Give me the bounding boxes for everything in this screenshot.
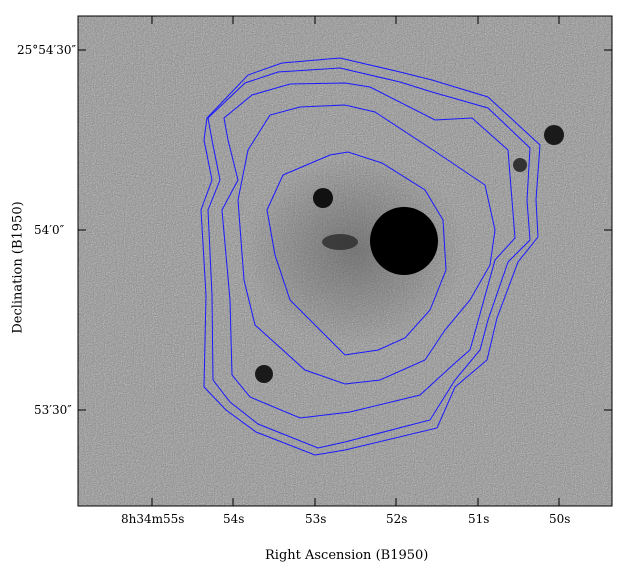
axis-ticks [78,16,612,506]
small-dark-source-upper-left [313,188,333,208]
faint-source-right [513,158,527,172]
contour-inner [266,151,447,356]
contour-2 [207,67,531,449]
x-tick-label: 53s [305,512,327,526]
y-tick-label: 53′30″ [34,403,72,417]
y-axis-label: Declination (B1950) [10,201,26,334]
x-tick-label: 8h34m55s [121,512,185,526]
contour-4 [237,104,496,385]
x-tick-label: 50s [549,512,571,526]
x-tick-label: 52s [386,512,408,526]
noise-background [78,16,612,506]
plot-frame [77,15,613,507]
contour-outer [200,57,541,456]
x-tick-label: 54s [223,512,245,526]
bright-central-source [370,207,438,275]
y-tick-label: 25°54′30″ [17,43,77,57]
contour-3 [221,82,516,419]
x-axis-label: Right Ascension (B1950) [265,548,429,563]
faint-blob [322,234,358,250]
x-tick-label: 51s [468,512,490,526]
compact-source-lower-left [255,365,273,383]
compact-source-upper-right [544,125,564,145]
contour-lines [200,57,541,456]
y-tick-label: 54′0″ [34,223,65,237]
